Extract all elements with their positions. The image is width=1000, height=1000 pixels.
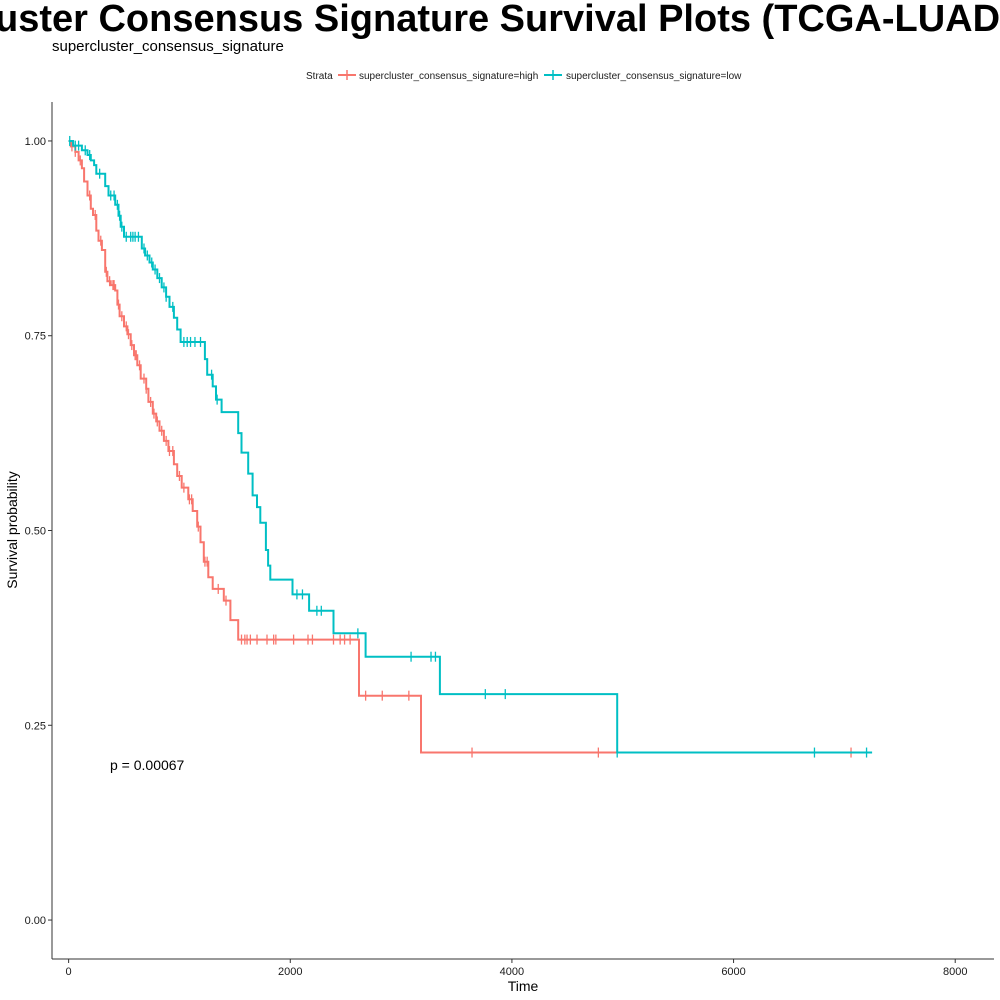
x-tick-label: 4000 [500, 966, 524, 978]
legend: Strata supercluster_consensus_signature=… [306, 70, 742, 82]
survival-curve-high [68, 140, 851, 754]
x-tick-label: 8000 [943, 966, 967, 978]
x-axis-title: Time [508, 978, 539, 994]
y-tick-label: 0.75 [25, 331, 46, 343]
y-tick-label: 1.00 [25, 136, 46, 148]
series-low [68, 135, 873, 758]
y-axis-ticks: 0.00 0.25 0.50 0.75 1.00 [25, 136, 52, 927]
p-value-annotation: p = 0.00067 [110, 757, 185, 773]
series-high [68, 140, 852, 758]
legend-label-low: supercluster_consensus_signature=low [566, 71, 742, 82]
chart-subtitle: supercluster_consensus_signature [52, 38, 284, 55]
x-tick-label: 2000 [278, 966, 302, 978]
legend-label-high: supercluster_consensus_signature=high [359, 71, 538, 82]
y-tick-label: 0.50 [25, 526, 46, 538]
legend-title: Strata [306, 71, 333, 82]
survival-curves [68, 135, 873, 758]
legend-item-high: supercluster_consensus_signature=high [338, 70, 538, 82]
y-tick-label: 0.00 [25, 915, 46, 927]
chart-title: uster Consensus Signature Survival Plots… [0, 0, 1000, 40]
x-axis-ticks: 0 2000 4000 6000 8000 [66, 959, 967, 978]
y-axis-title: Survival probability [4, 471, 20, 589]
x-tick-label: 6000 [721, 966, 745, 978]
legend-item-low: supercluster_consensus_signature=low [544, 70, 742, 82]
x-tick-label: 0 [66, 966, 72, 978]
survival-curve-low [68, 140, 873, 754]
y-tick-label: 0.25 [25, 720, 46, 732]
